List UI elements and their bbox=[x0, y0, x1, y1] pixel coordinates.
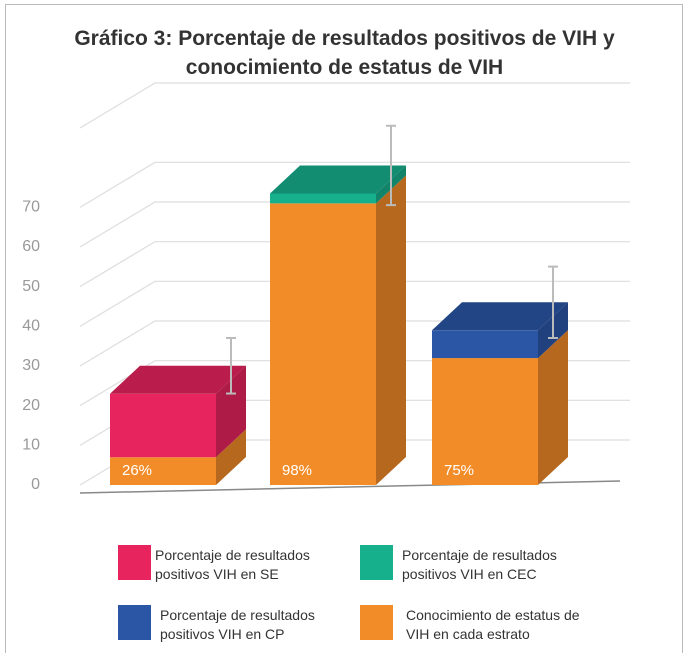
bar-side bbox=[216, 365, 246, 458]
y-tick-label: 40 bbox=[22, 318, 40, 335]
legend-swatch bbox=[360, 545, 393, 580]
legend-label: Porcentaje de resultados positivos VIH e… bbox=[402, 547, 557, 582]
bar-front bbox=[110, 457, 216, 485]
y-tick-label: 30 bbox=[22, 357, 40, 374]
grid-line bbox=[79, 161, 630, 208]
legend-swatch bbox=[118, 545, 151, 580]
bar-label: 75% bbox=[444, 462, 474, 479]
y-tick-label: 10 bbox=[22, 437, 40, 454]
bar-side bbox=[376, 175, 406, 485]
y-tick-label: 70 bbox=[22, 199, 40, 216]
legend-label: Porcentaje de resultados positivos VIH e… bbox=[155, 547, 310, 582]
bar-top bbox=[432, 302, 568, 331]
bar-front bbox=[110, 393, 216, 458]
y-tick-label: 0 bbox=[31, 476, 40, 493]
y-tick-label: 50 bbox=[22, 278, 40, 295]
legend-label: Conocimiento de estatus de VIH en cada e… bbox=[406, 607, 580, 642]
grid-line bbox=[79, 280, 630, 327]
bar-top bbox=[270, 165, 406, 194]
grid-line bbox=[79, 201, 630, 248]
legend-label: Porcentaje de resultados positivos VIH e… bbox=[160, 607, 315, 642]
y-tick-label: 60 bbox=[22, 238, 40, 255]
chart-title: Gráfico 3: Porcentaje de resultados posi… bbox=[74, 27, 615, 79]
bar-label: 98% bbox=[282, 462, 312, 479]
bar-side bbox=[538, 330, 568, 485]
y-tick-label: 20 bbox=[22, 397, 40, 414]
bar-top bbox=[110, 365, 246, 394]
bar-front bbox=[270, 203, 376, 485]
bar-front bbox=[432, 330, 538, 359]
grid-line bbox=[79, 241, 630, 288]
bar-front bbox=[270, 193, 376, 204]
legend-swatch bbox=[118, 605, 151, 640]
bar-front bbox=[432, 358, 538, 485]
bar-label: 26% bbox=[122, 462, 152, 479]
grid-line bbox=[79, 82, 630, 129]
bar-side bbox=[216, 429, 246, 485]
legend-swatch bbox=[360, 605, 393, 640]
frame bbox=[5, 4, 683, 653]
